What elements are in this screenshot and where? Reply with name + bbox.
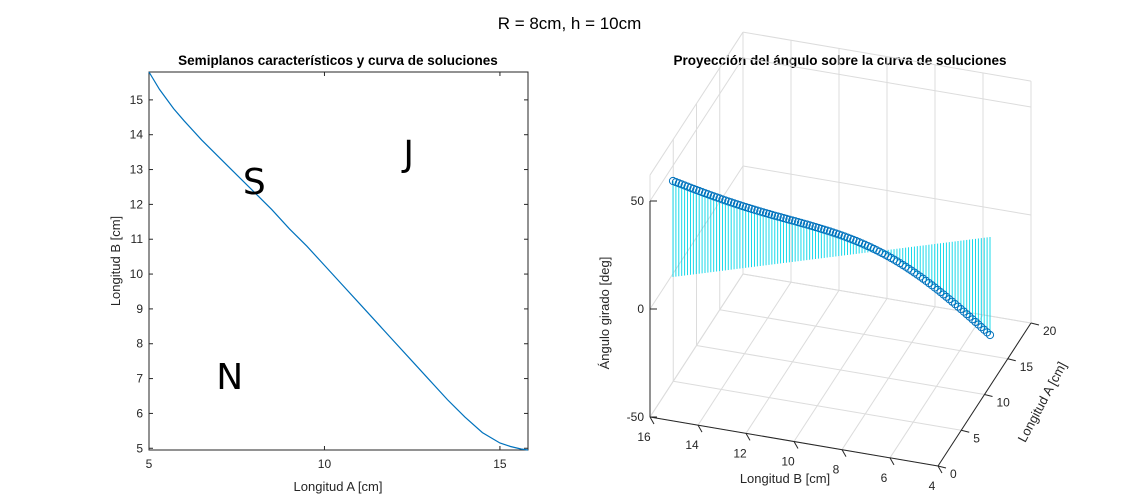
side-wall-gridline <box>649 273 744 418</box>
left-plot-area <box>148 71 529 451</box>
y-tick-label: 5 <box>973 431 980 445</box>
y-tick-label: 8 <box>136 337 143 351</box>
y-tick-mark <box>937 465 947 469</box>
y-tick-label: 7 <box>136 372 143 386</box>
y-tick-label: 13 <box>130 163 144 177</box>
z-tick-label: 0 <box>637 302 644 316</box>
x-tick-label: 16 <box>637 430 651 444</box>
left-tick-marks <box>148 72 528 450</box>
angle-marker <box>982 328 992 337</box>
angle-marker <box>933 285 942 294</box>
angle-markers <box>668 176 995 340</box>
x-tick-label: 8 <box>833 463 840 477</box>
angle-marker <box>956 305 966 314</box>
right-z-axis-label: Ángulo girado [deg] <box>597 257 612 370</box>
y-tick-label: 5 <box>136 441 143 455</box>
right-chart-title: Proyección del ángulo sobre la curva de … <box>673 53 1006 68</box>
angle-marker <box>977 323 986 332</box>
angle-marker <box>959 307 968 316</box>
x-tick-label: 4 <box>929 479 936 493</box>
x-tick-mark <box>937 465 943 474</box>
angle-marker <box>939 290 948 299</box>
x-tick-label: 5 <box>146 457 153 471</box>
angle-marker <box>985 330 995 340</box>
right-3d-axes <box>649 201 1032 467</box>
angle-marker <box>948 297 957 306</box>
angle-stem-lines <box>672 181 991 335</box>
y-tick-mark <box>961 429 970 433</box>
side-wall-gridline <box>649 57 744 202</box>
y-tick-mark <box>1007 358 1016 362</box>
y-tick-label: 6 <box>136 406 143 420</box>
y-tick-label: 15 <box>1020 360 1034 374</box>
side-wall-top-line <box>649 31 744 176</box>
angle-marker <box>942 292 951 301</box>
angle-marker <box>945 295 954 304</box>
x-tick-label: 6 <box>881 471 888 485</box>
y-tick-label: 20 <box>1043 324 1057 338</box>
floor-gridline <box>696 345 985 395</box>
back-wall-gridline <box>742 165 1032 216</box>
floor-gridline <box>673 380 962 431</box>
angle-marker <box>930 283 939 292</box>
angle-marker <box>965 312 974 321</box>
right-chart: Proyección del ángulo sobre la curva de … <box>597 31 1070 493</box>
x-tick-label: 15 <box>493 457 507 471</box>
z-tick-label: 50 <box>631 194 645 208</box>
y-tick-label: 15 <box>130 93 144 107</box>
angle-marker <box>962 310 971 319</box>
left-chart: Semiplanos característicos y curva de so… <box>108 53 529 494</box>
left-x-tick-labels: 5 10 15 <box>146 457 507 471</box>
angle-marker <box>968 315 977 324</box>
y-tick-mark <box>984 394 993 397</box>
back-wall-top-line <box>742 31 1032 82</box>
angle-marker <box>980 325 989 334</box>
angle-marker <box>936 288 945 297</box>
y-tick-label: 11 <box>131 232 144 246</box>
region-label-n: N <box>216 357 243 398</box>
left-y-axis-label: Longitud B [cm] <box>108 216 123 306</box>
y-tick-label: 12 <box>130 197 144 211</box>
region-label-j: J <box>401 134 414 175</box>
back-wall-gridline <box>742 57 1032 108</box>
x-tick-label: 10 <box>781 455 795 469</box>
x-tick-label: 14 <box>685 438 699 452</box>
angle-marker <box>951 300 960 309</box>
angle-marker <box>974 320 983 329</box>
region-label-s: S <box>243 162 266 203</box>
y-tick-label: 9 <box>136 302 143 316</box>
z-tick-label: -50 <box>627 410 645 424</box>
left-x-axis-label: Longitud A [cm] <box>294 479 383 494</box>
x-tick-label: 10 <box>318 457 332 471</box>
angle-marker <box>971 317 980 327</box>
floor-gridline <box>719 309 1008 360</box>
figure-title: R = 8cm, h = 10cm <box>497 14 642 33</box>
x-tick-label: 12 <box>733 446 747 460</box>
x-tick-mark <box>889 457 895 466</box>
region-labels: S J N <box>216 134 414 398</box>
x-tick-mark <box>793 441 799 449</box>
x-tick-mark <box>841 449 847 457</box>
x-tick-mark <box>649 416 655 425</box>
y-tick-label: 10 <box>997 396 1011 410</box>
x-tick-mark <box>697 424 703 433</box>
back-wall-gridline <box>742 273 1032 324</box>
y-tick-label: 14 <box>130 128 144 142</box>
right-x-axis-label: Longitud B [cm] <box>740 471 830 486</box>
angle-marker <box>953 302 963 311</box>
left-y-tick-labels: 5 6 7 8 9 10 11 12 13 14 15 <box>130 93 144 455</box>
y-tick-mark <box>1030 322 1040 326</box>
y-tick-label: 10 <box>130 267 144 281</box>
x-tick-mark <box>745 433 751 441</box>
y-tick-label: 0 <box>950 467 957 481</box>
right-3d-gridlines <box>649 31 1032 467</box>
solution-curve-line <box>148 71 529 451</box>
left-chart-title: Semiplanos característicos y curva de so… <box>178 53 498 68</box>
